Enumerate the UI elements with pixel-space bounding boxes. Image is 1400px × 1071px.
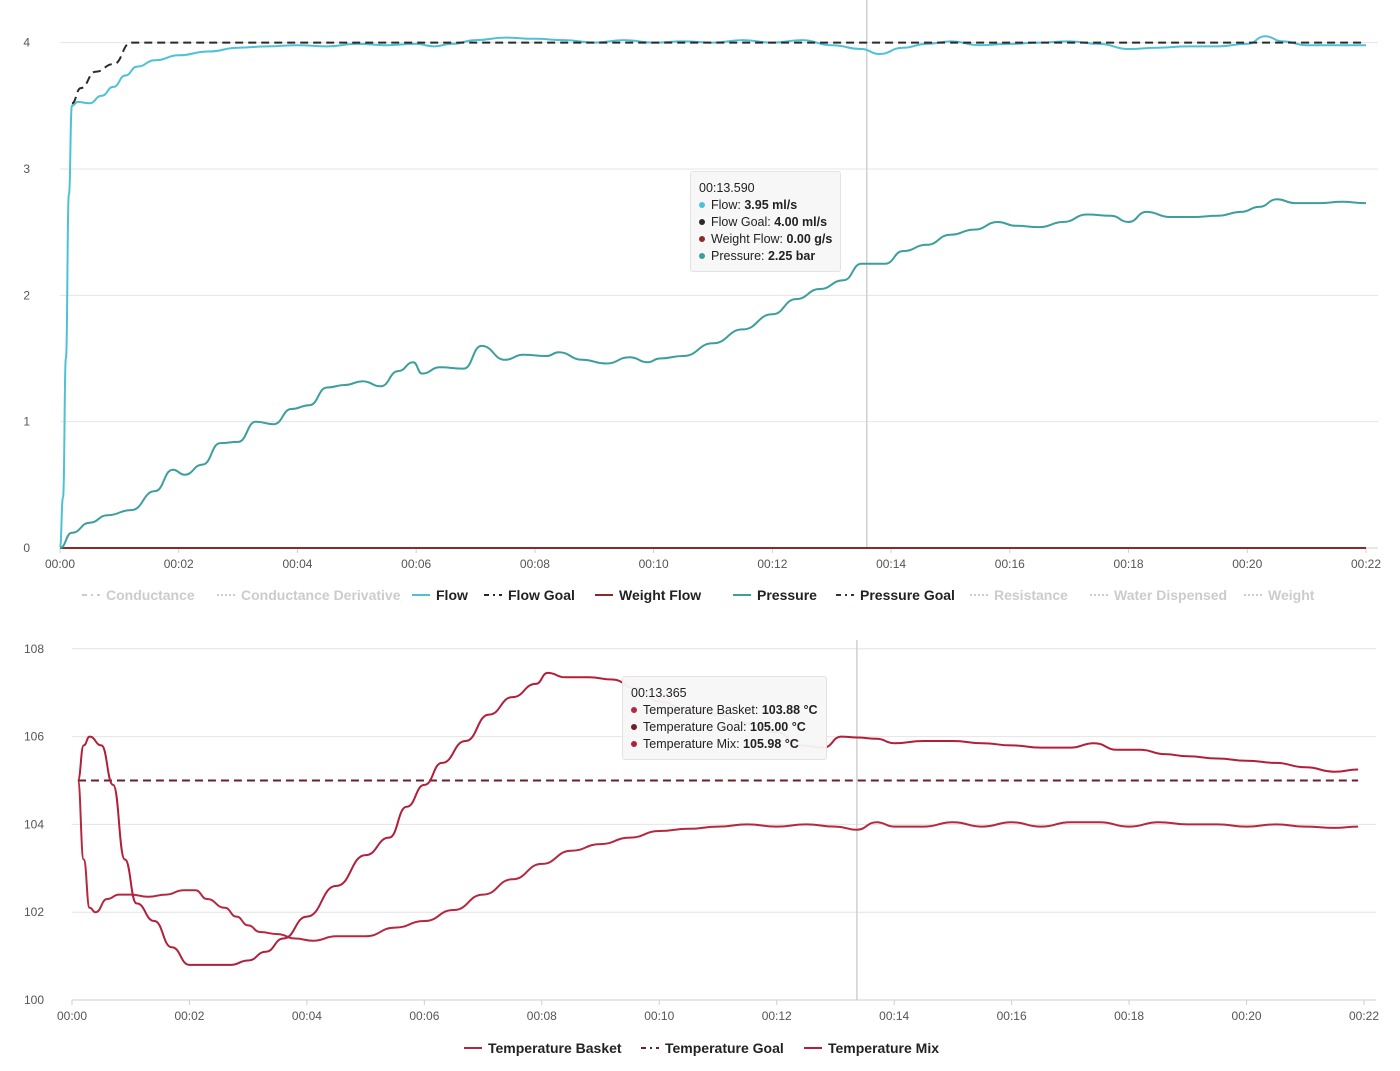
y-tick-label: 1 <box>23 415 30 429</box>
y-tick-label: 106 <box>24 730 44 744</box>
weight-flow-dot-icon <box>699 235 705 242</box>
pressure-chart-tooltip: 00:13.590 Flow: 3.95 ml/s Flow Goal: 4.0… <box>690 171 842 272</box>
legend-item-water-dispensed: Water Dispensed <box>1114 587 1227 603</box>
tooltip-row-pressure: Pressure: 2.25 bar <box>699 248 832 265</box>
temperature-chart-tooltip: 00:13.365 Temperature Basket: 103.88 °C … <box>622 676 827 760</box>
tooltip-row-weight-flow: Weight Flow: 0.00 g/s <box>699 231 832 248</box>
tooltip-value: 103.88 °C <box>761 703 818 717</box>
tooltip-label: Temperature Mix: <box>643 737 740 751</box>
series-line-flow-goal <box>71 41 1366 105</box>
tooltip-label: Flow: <box>711 198 741 212</box>
legend-item-flow-goal: Flow Goal <box>508 587 575 603</box>
x-tick-label: 00:18 <box>1114 557 1144 571</box>
x-tick-label: 00:04 <box>292 1009 322 1023</box>
legend-item-conductance-derivative: Conductance Derivative <box>241 587 401 603</box>
flow-dot-icon <box>699 201 705 208</box>
temperature-mix-dot-icon <box>631 740 637 747</box>
x-tick-label: 00:00 <box>45 557 75 571</box>
tooltip-time: 00:13.590 <box>699 181 755 195</box>
legend-item-temperature-goal: Temperature Goal <box>665 1040 784 1056</box>
y-tick-label: 4 <box>23 36 30 50</box>
x-tick-label: 00:22 <box>1351 557 1381 571</box>
x-tick-label: 00:20 <box>1232 1009 1262 1023</box>
x-tick-label: 00:08 <box>527 1009 557 1023</box>
x-tick-label: 00:18 <box>1114 1009 1144 1023</box>
series-line-flow <box>59 35 1366 549</box>
tooltip-value: 0.00 g/s <box>786 232 833 246</box>
x-tick-label: 00:22 <box>1349 1009 1379 1023</box>
tooltip-value: 3.95 ml/s <box>744 198 798 212</box>
series-line-temperature-basket <box>76 779 1359 942</box>
tooltip-row-temperature-basket: Temperature Basket: 103.88 °C <box>631 702 818 719</box>
x-tick-label: 00:14 <box>879 1009 909 1023</box>
tooltip-row-flow: Flow: 3.95 ml/s <box>699 197 832 214</box>
pressure-dot-icon <box>699 252 705 259</box>
series-line-temperature-mix <box>76 671 1359 966</box>
y-tick-label: 108 <box>24 642 44 656</box>
x-tick-label: 00:16 <box>997 1009 1027 1023</box>
temperature-goal-dot-icon <box>631 723 637 730</box>
flow-goal-dot-icon <box>699 218 705 225</box>
x-tick-label: 00:10 <box>644 1009 674 1023</box>
tooltip-label: Temperature Goal: <box>643 720 747 734</box>
x-tick-label: 00:00 <box>57 1009 87 1023</box>
tooltip-row-temperature-goal: Temperature Goal: 105.00 °C <box>631 719 818 736</box>
series-line-pressure <box>59 198 1367 549</box>
temperature-basket-dot-icon <box>631 706 637 713</box>
x-tick-label: 00:04 <box>282 557 312 571</box>
x-tick-label: 00:20 <box>1232 557 1262 571</box>
legend-item-pressure: Pressure <box>757 587 817 603</box>
legend-item-flow: Flow <box>436 587 468 603</box>
x-tick-label: 00:10 <box>639 557 669 571</box>
x-tick-label: 00:08 <box>520 557 550 571</box>
x-tick-label: 00:12 <box>762 1009 792 1023</box>
tooltip-label: Temperature Basket: <box>643 703 759 717</box>
legend-item-resistance: Resistance <box>994 587 1068 603</box>
y-tick-label: 3 <box>23 162 30 176</box>
x-tick-label: 00:06 <box>409 1009 439 1023</box>
tooltip-row-flow-goal: Flow Goal: 4.00 ml/s <box>699 214 832 231</box>
legend-item-temperature-mix: Temperature Mix <box>828 1040 939 1056</box>
tooltip-label: Weight Flow: <box>711 232 784 246</box>
y-tick-label: 2 <box>23 288 30 302</box>
tooltip-label: Flow Goal: <box>711 215 771 229</box>
legend-item-weight-flow: Weight Flow <box>619 587 701 603</box>
tooltip-label: Pressure: <box>711 249 765 263</box>
x-tick-label: 00:02 <box>164 557 194 571</box>
y-tick-label: 104 <box>24 817 44 831</box>
tooltip-row-temperature-mix: Temperature Mix: 105.98 °C <box>631 736 818 753</box>
tooltip-time: 00:13.365 <box>631 686 687 700</box>
x-tick-label: 00:14 <box>876 557 906 571</box>
tooltip-value: 2.25 bar <box>767 249 816 263</box>
legend-item-temperature-basket: Temperature Basket <box>488 1040 622 1056</box>
x-tick-label: 00:02 <box>174 1009 204 1023</box>
tooltip-value: 105.98 °C <box>743 737 799 751</box>
y-tick-label: 100 <box>24 993 44 1007</box>
y-tick-label: 0 <box>23 541 30 555</box>
x-tick-label: 00:16 <box>995 557 1025 571</box>
x-tick-label: 00:12 <box>757 557 787 571</box>
legend-item-conductance: Conductance <box>106 587 195 603</box>
x-tick-label: 00:06 <box>401 557 431 571</box>
legend-item-pressure-goal: Pressure Goal <box>860 587 955 603</box>
tooltip-value: 105.00 °C <box>750 720 806 734</box>
tooltip-value: 4.00 ml/s <box>774 215 828 229</box>
legend-item-weight: Weight <box>1268 587 1315 603</box>
y-tick-label: 102 <box>24 905 44 919</box>
